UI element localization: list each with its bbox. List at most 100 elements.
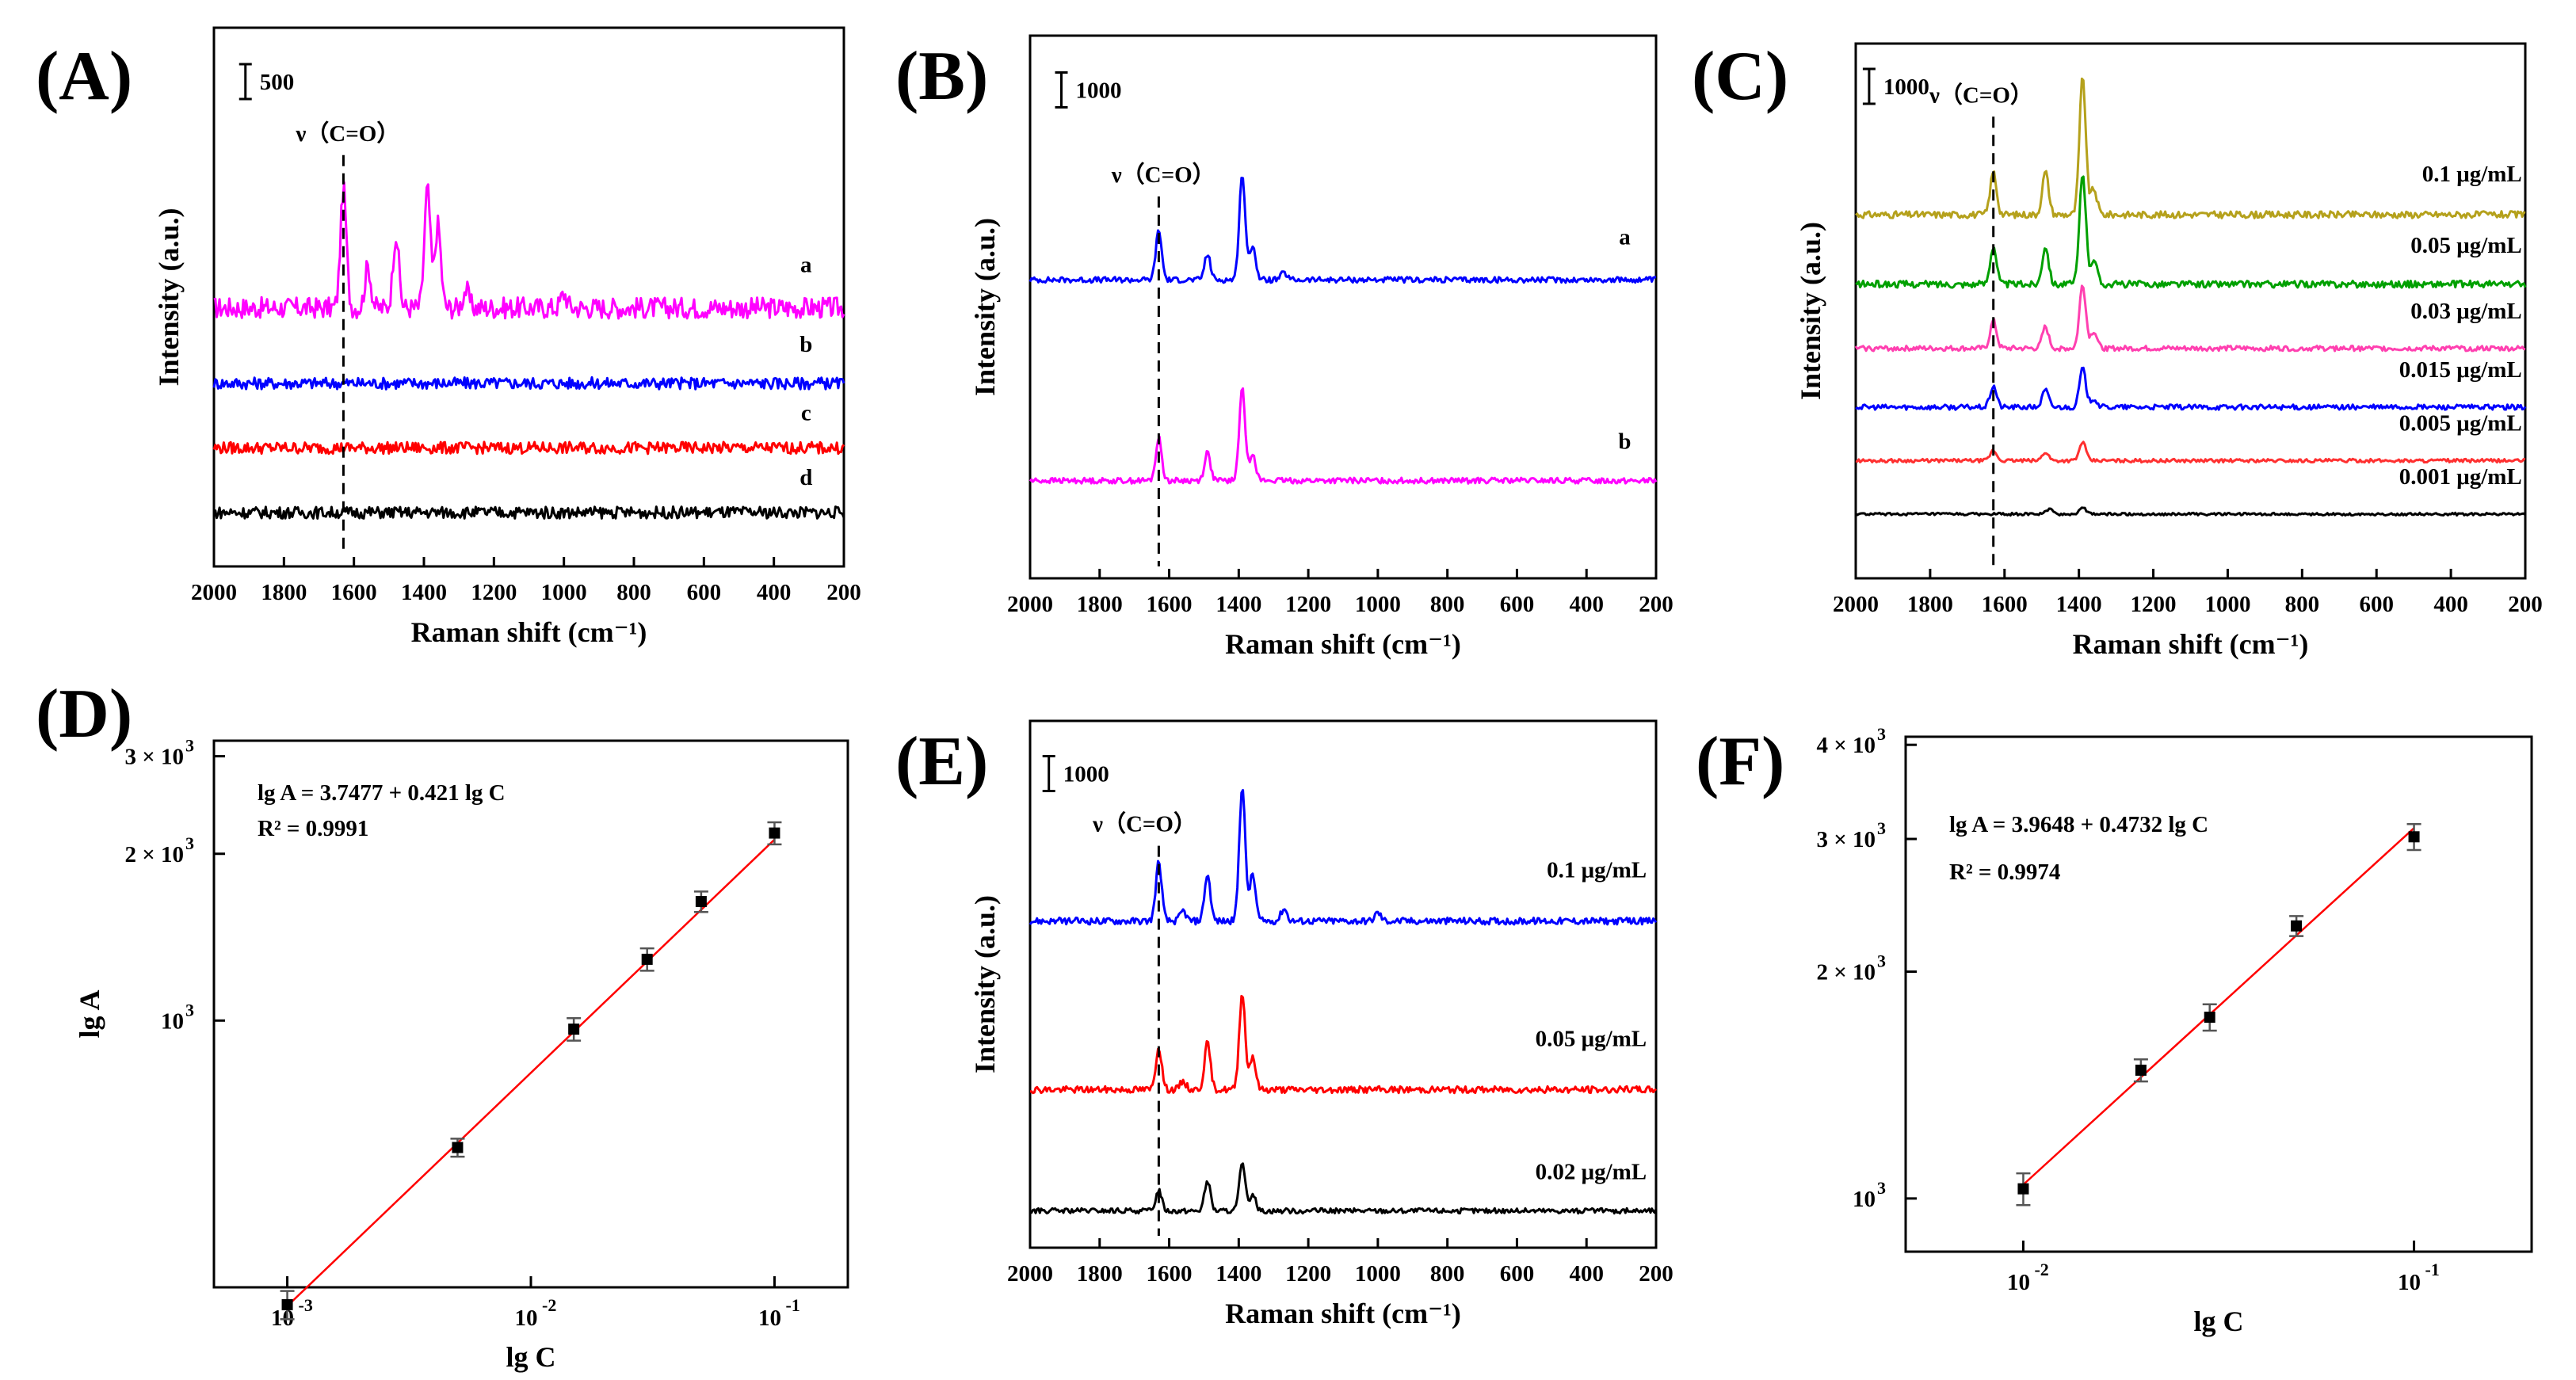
data-point — [641, 953, 653, 965]
data-point — [2204, 1012, 2215, 1024]
spectrum-line — [212, 375, 845, 391]
x-tick-label: 2000 — [1007, 592, 1053, 617]
plot-frame — [1028, 719, 1658, 1249]
fit-equation: lg A = 3.7477 + 0.421 lg C — [258, 780, 506, 806]
series-label: 0.1 μg/mL — [2422, 162, 2522, 187]
x-tick-exponent: -1 — [2425, 1260, 2440, 1279]
series-label: c — [801, 400, 811, 425]
data-point — [2017, 1183, 2029, 1195]
r-squared: R² = 0.9974 — [1949, 860, 2060, 885]
fit-equation: lg A = 3.9648 + 0.4732 lg C — [1949, 812, 2208, 837]
panel-label: (F) — [1696, 723, 1784, 800]
x-tick-label: 1200 — [471, 580, 517, 605]
panel-c: (C) Raman shift (cm⁻¹) Intensity (a.u.) 200… — [1692, 38, 2543, 660]
c-o-annotation: ν（C=O） — [295, 120, 399, 147]
spectrum-line — [1855, 175, 2527, 289]
series-label: 0.05 μg/mL — [2410, 233, 2522, 258]
x-tick-label: 600 — [2359, 592, 2394, 617]
data-point — [2135, 1064, 2147, 1076]
x-axis-label: lg C — [2194, 1306, 2244, 1337]
x-tick-label: 1200 — [1285, 592, 1331, 617]
scale-bar-label: 1000 — [1063, 762, 1109, 787]
y-tick-label: 3 × 10 — [124, 745, 184, 770]
spectrum-line — [1855, 440, 2526, 464]
x-tick-label: 800 — [616, 580, 651, 605]
spectrum-line — [1028, 387, 1658, 485]
spectrum-line — [1028, 788, 1658, 926]
data-point — [2408, 831, 2420, 843]
series-label: 0.1 μg/mL — [1547, 858, 1647, 883]
x-tick-exponent: -3 — [299, 1295, 313, 1315]
spectrum-line — [1028, 1162, 1658, 1215]
plot-frame — [1028, 34, 1658, 580]
scale-bar — [1055, 71, 1068, 109]
spectrum-line — [213, 505, 845, 520]
panel-label: (C) — [1692, 38, 1788, 115]
series-label: 0.001 μg/mL — [2399, 464, 2522, 490]
x-tick-label: 800 — [1430, 592, 1465, 617]
panel-label: (A) — [36, 38, 132, 115]
x-tick-label: 1200 — [2131, 592, 2177, 617]
series-label: d — [800, 465, 812, 490]
panel-label: (D) — [36, 676, 132, 753]
scale-bar-label: 1000 — [1076, 78, 1122, 104]
y-tick-exponent: 3 — [185, 736, 194, 756]
series-label: b — [1618, 429, 1631, 455]
panel-f: (F)lg C10-210-110 32 × 10 33 × 10 34 × 10 3l… — [1696, 723, 2533, 1337]
y-axis-label: Intensity (a.u.) — [969, 218, 1001, 396]
y-tick-label: 4 × 10 — [1816, 733, 1876, 758]
x-tick-label: 10 — [2398, 1270, 2421, 1295]
fit-line — [286, 838, 776, 1307]
x-tick-label: 1000 — [1355, 592, 1401, 617]
x-tick-label: 200 — [1639, 1261, 1673, 1287]
x-tick-label: 600 — [1500, 592, 1535, 617]
x-tick-exponent: -2 — [542, 1295, 556, 1315]
x-tick-label: 1400 — [1215, 592, 1261, 617]
y-tick-label: 3 × 10 — [1816, 827, 1876, 852]
y-axis-label: lg A — [74, 989, 105, 1038]
y-tick-exponent: 3 — [1877, 818, 1886, 838]
x-axis-label: lg C — [506, 1341, 556, 1373]
scale-bar-label: 500 — [260, 70, 295, 95]
x-tick-label: 1800 — [1077, 1261, 1123, 1287]
spectrum-line — [212, 440, 845, 456]
x-tick-label: 400 — [1569, 1261, 1604, 1287]
scale-bar — [1042, 755, 1055, 792]
x-tick-label: 1000 — [541, 580, 587, 605]
panel-d: (D)lg Clg A10-310-210-110 32 × 10 33 × 10 3… — [36, 676, 849, 1373]
y-tick-label: 2 × 10 — [124, 842, 184, 867]
x-tick-label: 1800 — [1907, 592, 1953, 617]
panel-label: (E) — [895, 723, 988, 800]
scale-bar — [1862, 67, 1876, 105]
series-label: 0.05 μg/mL — [1536, 1027, 1647, 1052]
y-tick-label: 10 — [1853, 1187, 1876, 1212]
x-tick-label: 1400 — [401, 580, 447, 605]
x-tick-label: 1600 — [1147, 1261, 1193, 1287]
x-tick-label: 200 — [2508, 592, 2543, 617]
x-tick-label: 1000 — [1355, 1261, 1401, 1287]
x-tick-label: 1800 — [261, 580, 307, 605]
x-tick-label: 10 — [2007, 1270, 2030, 1295]
y-axis-label: Intensity (a.u.) — [1795, 222, 1826, 400]
x-tick-label: 400 — [2433, 592, 2468, 617]
c-o-annotation: ν（C=O） — [1929, 82, 2033, 108]
x-tick-label: 400 — [1569, 592, 1604, 617]
fit-line — [2022, 827, 2415, 1186]
y-tick-exponent: 3 — [1877, 724, 1886, 744]
x-tick-label: 1600 — [1982, 592, 2028, 617]
x-tick-label: 1600 — [331, 580, 377, 605]
plot-frame — [1904, 735, 2533, 1253]
c-o-annotation: ν（C=O） — [1092, 811, 1196, 837]
series-label: 0.03 μg/mL — [2410, 299, 2522, 324]
y-tick-exponent: 3 — [1877, 1178, 1886, 1198]
x-tick-exponent: -1 — [785, 1295, 800, 1315]
scale-bar — [239, 63, 252, 101]
y-tick-exponent: 3 — [185, 833, 194, 853]
series-label: 0.015 μg/mL — [2399, 357, 2522, 383]
x-axis-label: Raman shift (cm⁻¹) — [411, 616, 647, 648]
x-tick-label: 600 — [687, 580, 722, 605]
scale-bar-label: 1000 — [1883, 74, 1929, 100]
y-axis-label: Intensity (a.u.) — [153, 208, 185, 386]
panel-a: (A) Raman shift (cm⁻¹) Intensity (a.u.) 200… — [36, 26, 861, 648]
